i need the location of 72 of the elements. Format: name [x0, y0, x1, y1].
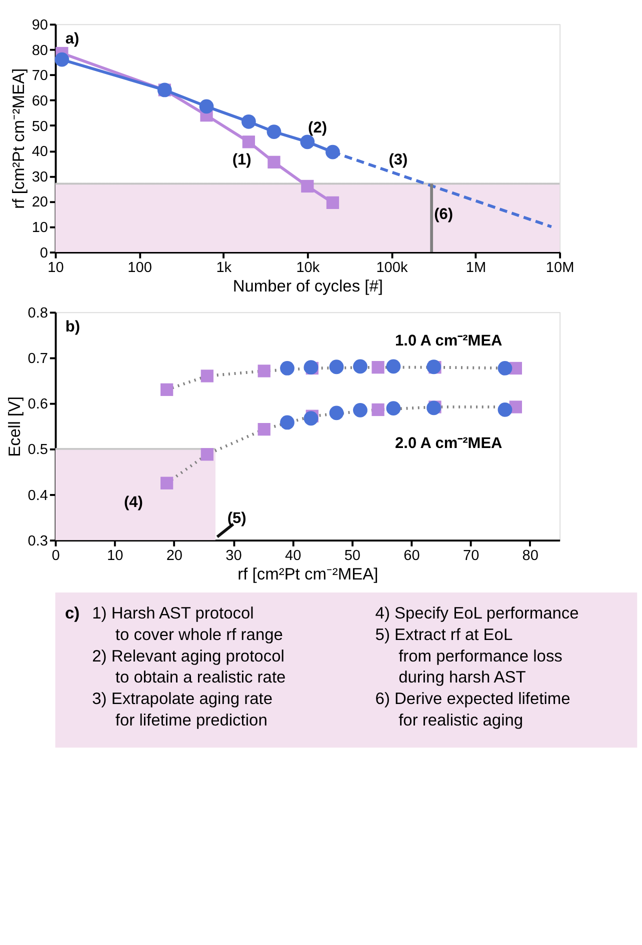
x-tick-label: 1k — [216, 260, 232, 276]
x-tick-label: 10k — [296, 260, 320, 276]
x-tick-label: 60 — [404, 548, 420, 564]
x-tick-label: 0 — [52, 548, 60, 564]
x-tick-label: 40 — [284, 548, 302, 564]
y-tick-label: 80 — [32, 42, 48, 59]
y-axis-title: rf [cm²Pt cm⁻²MEA] — [10, 68, 28, 209]
point — [200, 448, 214, 461]
text: 2) Relevant aging protocol to obtain a realistic rate — [92, 647, 286, 687]
y-tick-label: 50 — [32, 118, 48, 135]
x-tick-label: 10 — [107, 548, 124, 564]
text: 3) Extrapolate aging rate for lifetime prediction — [92, 690, 272, 730]
point — [372, 403, 384, 416]
annotation: (4) — [124, 494, 143, 512]
y-tick-label: 0.6 — [28, 396, 48, 413]
point — [160, 383, 174, 396]
point — [353, 402, 368, 418]
point — [372, 361, 384, 374]
annotation: a) — [65, 30, 80, 48]
annotation: (2) — [308, 119, 327, 136]
point — [258, 422, 270, 436]
annotation: (3) — [388, 151, 408, 168]
x-tick-label: 80 — [522, 548, 538, 564]
x-tick-label: 50 — [344, 548, 360, 564]
y-tick-label: 0 — [40, 245, 48, 262]
y-tick-label: 40 — [32, 144, 48, 160]
annotation: 2.0 A cm⁻²MEA — [395, 434, 502, 452]
point — [160, 476, 174, 490]
text: 1) Harsh AST protocol to cover whole rf range — [92, 604, 283, 644]
y-tick-label: 10 — [32, 220, 48, 236]
y-tick-label: 0.8 — [28, 306, 48, 322]
point — [304, 411, 318, 426]
annotation: b) — [65, 318, 80, 336]
x-tick-label: 1M — [466, 260, 486, 276]
y-tick-label: 60 — [32, 93, 48, 110]
point — [258, 364, 270, 378]
point — [498, 402, 512, 417]
point — [329, 360, 344, 374]
x-tick-label: 20 — [166, 548, 183, 564]
y-tick-label: 0.3 — [28, 533, 48, 550]
x-tick-label: 100 — [128, 260, 152, 276]
x-axis-title: rf [cm²Pt cm⁻²MEA] — [238, 565, 378, 584]
x-tick-label: 10M — [546, 260, 574, 276]
y-tick-label: 0.4 — [28, 488, 48, 504]
y-axis-title: Ecell [V] — [6, 396, 24, 457]
point — [498, 361, 512, 376]
y-tick-label: 30 — [32, 169, 48, 186]
point — [280, 415, 294, 430]
annotation: (6) — [434, 206, 454, 224]
text: c) — [64, 604, 80, 623]
x-tick-label: 70 — [462, 548, 480, 564]
point — [353, 359, 368, 374]
y-tick-label: 0.7 — [28, 351, 48, 368]
annotation: (1) — [232, 151, 252, 168]
point — [329, 406, 344, 420]
point — [200, 370, 214, 382]
y-tick-label: 70 — [32, 68, 48, 84]
annotation: (5) — [227, 510, 246, 528]
y-tick-label: 90 — [32, 17, 48, 34]
text: 4) Specify EoL performance — [375, 604, 579, 623]
x-tick-label: 100k — [376, 260, 408, 276]
x-tick-label: 30 — [226, 548, 242, 564]
y-tick-label: 20 — [32, 194, 48, 211]
annotation: 1.0 A cm⁻²MEA — [395, 332, 502, 350]
x-tick-label: 10 — [48, 260, 64, 276]
point — [386, 401, 401, 416]
text: 5) Extract rf at EoL from performance loss during harsh AST — [375, 626, 562, 687]
y-tick-label: 0.5 — [28, 442, 48, 458]
point — [386, 359, 401, 374]
x-axis-title: Number of cycles [#] — [232, 277, 383, 296]
text: 6) Derive expected lifetime for realistic aging — [375, 690, 570, 730]
point — [280, 361, 294, 376]
